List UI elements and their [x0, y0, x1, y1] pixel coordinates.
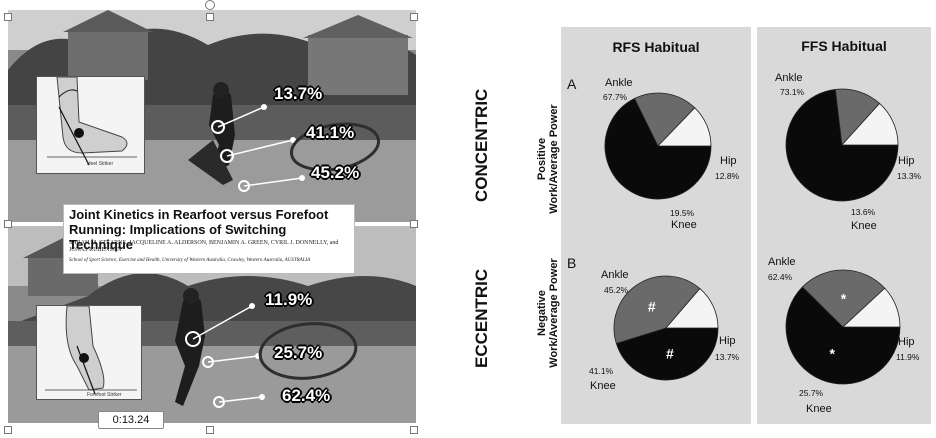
row-letter-a: A [567, 76, 577, 92]
knee-label: Knee [851, 220, 877, 232]
significance-mark: * [829, 345, 835, 361]
paper-affiliation: School of Sport Science, Exercise and He… [69, 258, 311, 263]
knee-label: Knee [671, 219, 697, 231]
resize-handle[interactable] [206, 13, 214, 21]
hip-label: Hip [719, 335, 736, 347]
paper-title: Joint Kinetics in Rearfoot versus Forefo… [69, 207, 329, 252]
rfs-habitual-title: RFS Habitual [612, 39, 700, 55]
pie-slice-ankle [785, 286, 901, 385]
inset-caption: Heel Striker [87, 161, 114, 167]
hip-label: Hip [898, 155, 915, 167]
knee-value: 25.7% [799, 388, 824, 398]
ankle-value: 67.7% [603, 92, 628, 102]
video-frame-heel-striker: Heel Striker 13.7% 41.1% 45.2% [8, 10, 416, 222]
ankle-share-label-top: 13.7% [274, 84, 323, 103]
heel-striker-inset: Heel Striker [36, 76, 145, 174]
resize-handle[interactable] [410, 13, 418, 21]
inset-caption: Forefoot Striker [87, 392, 122, 398]
knee-label: Knee [590, 380, 616, 392]
hip-share-label-bottom: 62.4% [282, 386, 331, 405]
paper-title-card: Joint Kinetics in Rearfoot versus Forefo… [63, 204, 355, 274]
pie-slice-knee [633, 92, 696, 147]
pie-slice-hip [841, 102, 899, 146]
knee-value: 41.1% [589, 366, 614, 376]
knee-label: Knee [806, 403, 832, 415]
paper-authors: SARAH M. STEARNE, JACQUELINE A. ALDERSON… [69, 240, 339, 253]
knee-share-label-top: 41.1% [306, 123, 355, 142]
forefoot-strike-foot-icon [45, 306, 137, 395]
pie-slice-hip [665, 288, 719, 329]
hip-value: 12.8% [715, 171, 740, 181]
video-timecode: 0:13.24 [98, 411, 164, 429]
resize-handle[interactable] [4, 13, 12, 21]
ankle-label: Ankle [601, 269, 629, 281]
resize-handle[interactable] [4, 426, 12, 434]
resize-handle[interactable] [206, 426, 214, 434]
pie-slice-ankle [615, 327, 719, 381]
pie-slice-knee [801, 269, 886, 328]
resize-handle[interactable] [4, 220, 12, 228]
forefoot-striker-inset: Forefoot Striker [36, 305, 142, 400]
significance-mark: * [841, 291, 847, 307]
annotation-lines-top [211, 104, 380, 192]
annotation-lines-bottom [185, 303, 358, 408]
knee-share-label-bottom: 25.7% [274, 343, 323, 362]
ankle-value: 45.2% [604, 285, 629, 295]
hip-value: 11.9% [896, 352, 920, 362]
hip-value: 13.3% [897, 171, 922, 181]
ankle-share-label-bottom: 11.9% [265, 290, 313, 309]
ankle-value: 62.4% [768, 272, 793, 282]
ankle-label: Ankle [775, 72, 803, 84]
significance-mark: # [648, 298, 656, 314]
ffs-habitual-title: FFS Habitual [801, 38, 887, 54]
knee-value: 19.5% [670, 208, 695, 218]
resize-handle[interactable] [410, 220, 418, 228]
heel-strike-foot-icon [47, 77, 137, 166]
hip-label: Hip [720, 155, 737, 167]
hip-label: Hip [898, 336, 915, 348]
ankle-value: 73.1% [780, 87, 805, 97]
row-letter-b: B [567, 255, 577, 271]
significance-mark: # [666, 346, 674, 362]
hip-value: 13.7% [715, 352, 740, 362]
hip-share-label-top: 45.2% [311, 163, 360, 182]
rotate-handle[interactable] [205, 0, 215, 10]
resize-handle[interactable] [410, 426, 418, 434]
pie-slice-hip [841, 287, 901, 328]
pie-slice-ankle [604, 97, 712, 200]
knee-value: 13.6% [851, 207, 876, 217]
ankle-label: Ankle [605, 77, 633, 89]
pie-slice-knee [613, 275, 701, 344]
pie-slice-hip [657, 107, 712, 147]
ankle-label: Ankle [768, 256, 796, 268]
